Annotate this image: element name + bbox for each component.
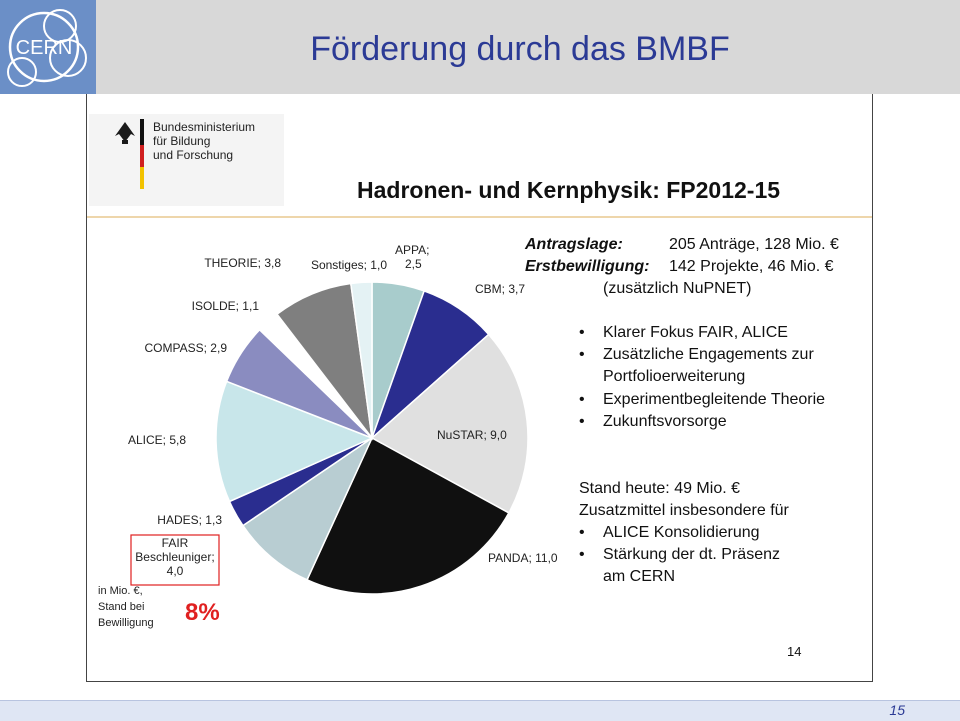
flag-stripe-red xyxy=(140,145,144,167)
list-item: Zusätzliche Engagements zur xyxy=(603,346,814,363)
stand-line2: Zusatzmittel insbesondere für xyxy=(579,502,790,519)
slice-label: ISOLDE; 1,1 xyxy=(192,299,260,313)
erstbewilligung-label: Erstbewilligung: xyxy=(525,258,649,275)
pie-slice-alice xyxy=(215,380,374,503)
list-item: ALICE Konsolidierung xyxy=(603,524,760,541)
pie-chart: APPA;2,5 CBM; 3,7 NuSTAR; 9,0 PANDA; 11,0 FA… xyxy=(128,243,558,595)
inner-page-number: 14 xyxy=(787,644,801,659)
ministry-name-line3: und Forschung xyxy=(153,148,233,162)
slide-title: Hadronen- und Kernphysik: FP2012-15 xyxy=(357,177,780,203)
erstbewilligung-value: 142 Projekte, 46 Mio. € xyxy=(669,258,834,275)
header-bar xyxy=(0,0,960,94)
pie-slice-fair-beschleuniger xyxy=(241,435,374,581)
slice-label: HADES; 1,3 xyxy=(157,513,222,527)
page-title: Förderung durch das BMBF xyxy=(310,30,730,68)
antragslage-label: Antragslage: xyxy=(524,236,623,253)
bullet-marker: • xyxy=(579,413,585,430)
slide-canvas: Bundesministerium für Bildung und Forsch… xyxy=(87,114,872,659)
slice-label: 4,0 xyxy=(167,564,184,578)
unit-note-line2: Stand bei xyxy=(98,601,144,613)
flag-stripe-gold xyxy=(140,167,144,189)
pie-slice-nustar xyxy=(370,333,529,514)
ministry-name-line2: für Bildung xyxy=(153,134,210,148)
cern-logo-icon: CERN xyxy=(7,9,87,87)
slice-label: NuSTAR; 9,0 xyxy=(437,428,507,442)
slice-label: FAIR xyxy=(162,536,189,550)
slice-label: APPA; xyxy=(395,243,429,257)
list-item: am CERN xyxy=(603,568,675,585)
list-item: Zukunftsvorsorge xyxy=(603,413,727,430)
pie-slice-sonstiges xyxy=(349,281,373,439)
slice-label: 2,5 xyxy=(405,257,422,271)
flag-stripe-black xyxy=(140,119,144,145)
slice-label: Sonstiges; 1,0 xyxy=(311,258,387,272)
bullet-marker: • xyxy=(579,524,585,541)
slice-label: Beschleuniger; xyxy=(135,550,214,564)
list-item: Experimentbegleitende Theorie xyxy=(603,391,825,408)
slice-label: COMPASS; 2,9 xyxy=(145,341,228,355)
ministry-name-line1: Bundesministerium xyxy=(153,120,255,134)
pie-slice-panda xyxy=(306,436,510,595)
highlight-percent: 8% xyxy=(185,599,220,626)
cern-logo: CERN xyxy=(0,0,96,94)
bullet-list-additional: • ALICE Konsolidierung • Stärkung der dt… xyxy=(579,524,780,585)
eagle-icon xyxy=(115,122,135,144)
page-number: 15 xyxy=(889,702,905,718)
unit-note-line3: Bewilligung xyxy=(98,617,154,629)
embedded-slide: Bundesministerium für Bildung und Forsch… xyxy=(86,94,873,682)
list-item: Stärkung der dt. Präsenz xyxy=(603,546,780,563)
unit-note-line1: in Mio. €, xyxy=(98,585,143,597)
slice-label: CBM; 3,7 xyxy=(475,282,525,296)
bullet-marker: • xyxy=(579,546,585,563)
antragslage-value: 205 Anträge, 128 Mio. € xyxy=(669,236,839,253)
list-item: Klarer Fokus FAIR, ALICE xyxy=(603,324,788,341)
logo-text: CERN xyxy=(16,37,73,59)
bullet-marker: • xyxy=(579,346,585,363)
slice-label: THEORIE; 3,8 xyxy=(204,256,281,270)
bullet-marker: • xyxy=(579,324,585,341)
footer-band xyxy=(0,700,960,721)
list-item: Portfolioerweiterung xyxy=(603,368,745,385)
stand-line1: Stand heute: 49 Mio. € xyxy=(579,480,740,497)
slice-label: ALICE; 5,8 xyxy=(128,433,186,447)
bullet-marker: • xyxy=(579,391,585,408)
nupnet-note: (zusätzlich NuPNET) xyxy=(603,280,751,297)
highlight-box xyxy=(130,534,220,586)
slice-label: PANDA; 11,0 xyxy=(488,551,558,565)
bullet-list-focus: • Klarer Fokus FAIR, ALICE • Zusätzliche… xyxy=(579,324,825,430)
